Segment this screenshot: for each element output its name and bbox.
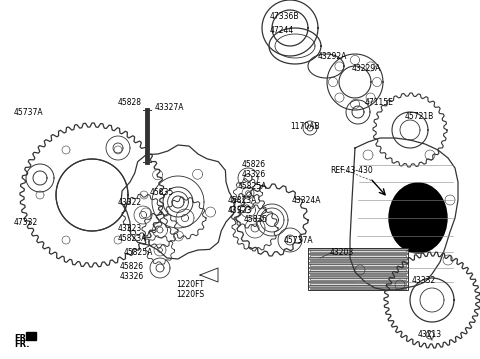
- Text: 43213: 43213: [418, 330, 442, 339]
- Text: 45826: 45826: [242, 160, 266, 169]
- Text: 43327A: 43327A: [155, 103, 184, 112]
- Bar: [310, 278, 406, 280]
- Bar: [310, 264, 406, 266]
- Bar: [310, 250, 406, 252]
- Bar: [308, 248, 408, 250]
- Text: 43323: 43323: [228, 206, 252, 215]
- Text: 45737A: 45737A: [14, 108, 44, 117]
- Bar: [308, 271, 408, 273]
- Text: 45835: 45835: [150, 188, 174, 197]
- Bar: [308, 257, 408, 259]
- Bar: [308, 248, 408, 290]
- Text: 43322: 43322: [118, 198, 142, 207]
- Text: 45828: 45828: [118, 98, 142, 107]
- Bar: [308, 281, 408, 282]
- Bar: [310, 274, 406, 275]
- Text: 43326: 43326: [242, 170, 266, 179]
- Bar: [308, 262, 408, 264]
- Bar: [308, 276, 408, 278]
- Bar: [310, 255, 406, 257]
- Text: 47115E: 47115E: [365, 98, 394, 107]
- Text: 43323: 43323: [118, 224, 142, 233]
- Text: 1170AB: 1170AB: [290, 122, 320, 131]
- Text: 43292A: 43292A: [318, 52, 348, 61]
- Text: 43332: 43332: [412, 276, 436, 285]
- Text: 45823A: 45823A: [118, 234, 147, 243]
- Text: 45825A: 45825A: [238, 182, 267, 191]
- Bar: [310, 260, 406, 261]
- Text: 47244: 47244: [270, 26, 294, 35]
- Text: 43324A: 43324A: [292, 196, 322, 205]
- Text: 43229A: 43229A: [352, 64, 382, 73]
- Text: 45737A: 45737A: [284, 236, 313, 245]
- FancyBboxPatch shape: [26, 332, 36, 340]
- Text: 45825A: 45825A: [124, 248, 154, 257]
- Bar: [310, 283, 406, 285]
- Text: 47332: 47332: [14, 218, 38, 227]
- Bar: [310, 288, 406, 289]
- Text: 47336B: 47336B: [270, 12, 300, 21]
- Text: 45835: 45835: [244, 215, 268, 224]
- Bar: [308, 267, 408, 268]
- Text: 45826: 45826: [120, 262, 144, 271]
- Bar: [308, 253, 408, 254]
- Text: REF.43-430: REF.43-430: [330, 166, 373, 175]
- Text: 43326: 43326: [120, 272, 144, 281]
- Text: 1220FT: 1220FT: [176, 280, 204, 289]
- Ellipse shape: [389, 183, 447, 253]
- Text: 43203: 43203: [330, 248, 354, 257]
- Text: 1220FS: 1220FS: [176, 290, 204, 299]
- Text: 45823A: 45823A: [228, 196, 257, 205]
- Bar: [308, 285, 408, 287]
- Text: 45721B: 45721B: [405, 112, 434, 121]
- Bar: [310, 269, 406, 271]
- Text: FR.: FR.: [14, 334, 29, 343]
- Text: FR.: FR.: [14, 340, 29, 349]
